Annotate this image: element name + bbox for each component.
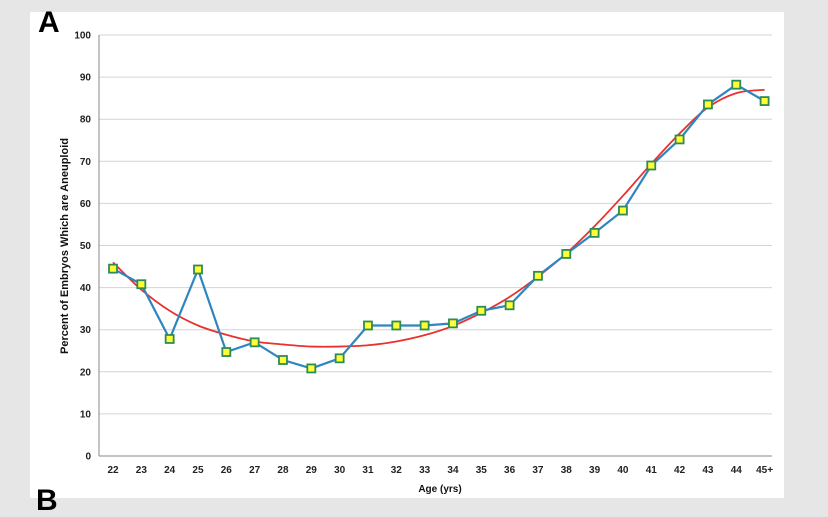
x-axis-title: Age (yrs) — [418, 484, 461, 495]
data-point-marker — [476, 305, 487, 316]
series-line-observed — [112, 83, 766, 370]
x-tick-label: 30 — [334, 465, 346, 476]
data-point-marker — [278, 355, 288, 365]
x-tick-label: 25 — [192, 465, 204, 476]
data-point-marker — [618, 205, 628, 216]
x-tick-label: 24 — [164, 465, 176, 476]
x-tick-label: 42 — [674, 465, 686, 476]
y-tick-label: 100 — [74, 31, 91, 42]
data-point-marker — [334, 353, 345, 364]
data-point-marker — [561, 249, 572, 259]
data-point-marker — [646, 160, 657, 171]
gridlines — [99, 34, 772, 415]
data-point-marker — [731, 79, 742, 90]
data-point-marker — [419, 320, 430, 331]
x-tick-label: 28 — [277, 465, 289, 476]
aneuploidy-chart: 0 10 20 30 40 50 60 70 80 90 100 22 23 24 25 26 27 28 29 3… — [59, 31, 773, 496]
series-layer — [108, 79, 770, 374]
y-tick-label: 60 — [80, 199, 92, 210]
data-point-marker — [193, 264, 203, 275]
x-tick-label: 44 — [731, 465, 743, 476]
data-point-marker — [249, 337, 260, 348]
x-tick-label: 33 — [419, 465, 431, 476]
data-point-marker — [504, 300, 515, 311]
x-tick-label: 22 — [107, 465, 119, 476]
data-point-marker — [363, 320, 373, 331]
data-point-marker — [533, 270, 543, 281]
y-tick-labels: 0 10 20 30 40 50 60 70 80 90 100 — [74, 31, 91, 463]
data-point-marker — [391, 320, 402, 331]
x-tick-label: 36 — [504, 465, 516, 476]
y-tick-label: 30 — [80, 325, 92, 336]
data-point-marker — [448, 318, 458, 329]
x-tick-label: 41 — [646, 465, 658, 476]
data-point-marker — [164, 334, 175, 344]
axes — [98, 35, 772, 457]
y-tick-label: 80 — [80, 115, 92, 126]
x-tick-label: 31 — [362, 465, 374, 476]
data-point-marker — [221, 347, 232, 357]
x-tick-label: 35 — [476, 465, 488, 476]
x-tick-label: 27 — [249, 465, 261, 476]
x-tick-labels: 22 23 24 25 26 27 28 29 30 31 32 33 34 35 36 37 38 39 40 41… — [107, 465, 773, 476]
x-tick-label: 45+ — [756, 465, 773, 476]
x-tick-label: 34 — [447, 465, 459, 476]
x-tick-label: 40 — [617, 465, 629, 476]
x-tick-label: 32 — [391, 465, 403, 476]
x-tick-label: 29 — [306, 465, 318, 476]
x-tick-label: 26 — [221, 465, 233, 476]
data-point-marker — [759, 96, 770, 106]
y-tick-label: 50 — [80, 241, 92, 252]
data-point-marker — [674, 134, 685, 145]
y-axis-title: Percent of Embryos Which are Aneuploid — [59, 138, 71, 354]
y-tick-label: 40 — [80, 283, 92, 294]
data-point-marker — [703, 99, 713, 110]
data-point-marker — [306, 363, 317, 374]
y-tick-label: 70 — [80, 157, 92, 168]
x-tick-label: 37 — [532, 465, 544, 476]
x-tick-label: 23 — [136, 465, 148, 476]
data-point-marker — [108, 263, 118, 274]
y-tick-label: 10 — [80, 409, 92, 420]
y-tick-label: 0 — [85, 452, 91, 463]
data-point-marker — [136, 279, 147, 290]
y-tick-label: 90 — [80, 73, 92, 84]
panel-label: A — [38, 6, 60, 39]
x-tick-label: 38 — [561, 465, 573, 476]
y-tick-label: 20 — [80, 367, 92, 378]
data-point-marker — [589, 227, 600, 238]
x-tick-label: 39 — [589, 465, 601, 476]
x-tick-label: 43 — [702, 465, 714, 476]
figure-panel — [30, 12, 784, 498]
